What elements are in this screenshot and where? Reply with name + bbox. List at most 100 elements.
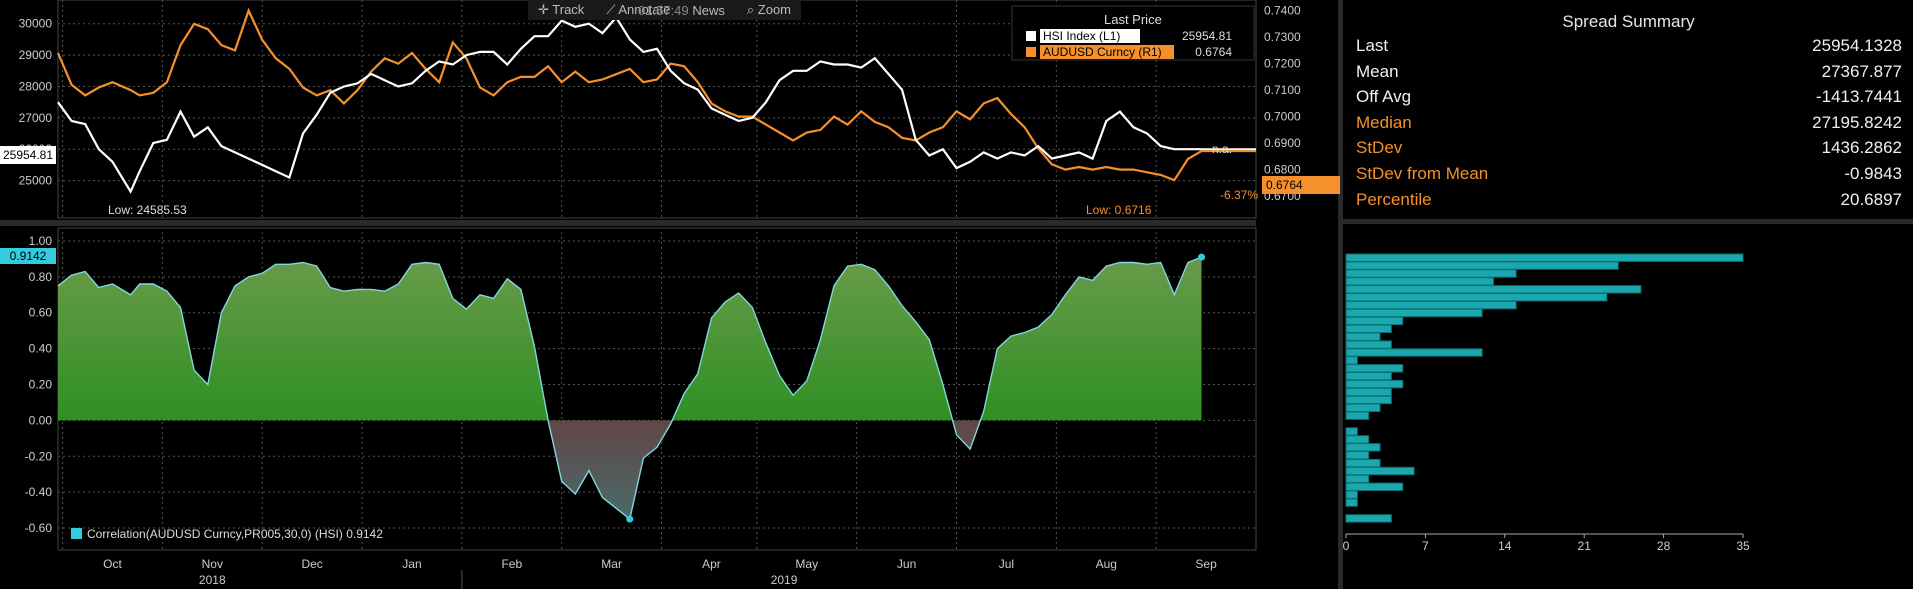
summary-value: 1436.2862 (1821, 138, 1902, 158)
year-label-2019: 2019 (771, 573, 798, 587)
aud-line (56, 7, 1203, 182)
legend-swatch-aud (1026, 47, 1036, 57)
corr-area (57, 253, 1206, 523)
month-label-8: Jun (897, 557, 916, 571)
right-tick-7: 0.7400 (1264, 4, 1301, 18)
hist-bar-33 (1345, 514, 1392, 523)
left-tick-4: 29000 (19, 48, 53, 62)
corr-tick-2: -0.20 (25, 449, 53, 463)
summary-row-median: Median 27195.8242 (1350, 113, 1902, 137)
summary-label: Last (1356, 36, 1389, 55)
summary-value: -0.9843 (1844, 164, 1902, 183)
hist-bar-18 (1345, 395, 1392, 405)
legend-swatch-hsi (1026, 31, 1036, 41)
summary-label: StDev from Mean (1356, 164, 1489, 183)
summary-row-off-avg: Off Avg -1413.7441 (1350, 87, 1902, 111)
hist-bar-27 (1345, 466, 1415, 476)
legend-header: Last Price (1104, 12, 1162, 27)
na-label: n.a. (1212, 142, 1232, 156)
hist-tick-label-1: 7 (1422, 539, 1429, 553)
hist-bar-25 (1345, 451, 1370, 460)
hist-bar-19 (1345, 403, 1381, 413)
month-label-9: Jul (999, 557, 1014, 571)
hist-bar-1 (1345, 261, 1619, 270)
corr-tick-6: 0.60 (29, 306, 53, 320)
summary-label: Off Avg (1356, 87, 1412, 107)
hist-bar-4 (1345, 285, 1642, 294)
news-button[interactable]: News (692, 3, 725, 18)
left-tick-5: 30000 (19, 17, 53, 31)
summary-value: 20.6897 (1840, 189, 1902, 209)
news-label: News (692, 2, 725, 18)
legend-label-bg-hsi (1040, 29, 1140, 43)
summary-label: Median (1356, 112, 1412, 132)
month-label-1: Nov (202, 557, 223, 571)
zoom-button[interactable]: ⌕ Zoom (746, 2, 792, 17)
aud-last-tag-bg (1262, 176, 1340, 194)
right-tick-2: 0.6900 (1264, 136, 1301, 150)
hist-bar-12 (1345, 348, 1483, 357)
clock-label: 01:57:49 (638, 2, 689, 18)
annotate-button[interactable]: ⟋ Annotate (606, 2, 671, 17)
price-lines (56, 7, 1256, 194)
price-panel-frame (57, 0, 1257, 219)
hist-bar-13 (1345, 356, 1358, 365)
left-tick-3: 28000 (19, 79, 53, 93)
hsi-low-label: Low: 24585.53 (108, 203, 187, 217)
hist-bar-20 (1345, 411, 1370, 420)
legend-value-aud: 0.6764 (1195, 45, 1232, 59)
pct-label: -6.37% (1220, 188, 1258, 202)
corr-tick-8: 1.00 (29, 234, 53, 248)
summary-row-stdev: StDev 1436.2862 (1350, 138, 1902, 162)
right-tick-5: 0.7200 (1264, 57, 1301, 71)
summary-divider (1343, 219, 1913, 224)
right-tick-6: 0.7300 (1264, 30, 1301, 44)
year-label-2018: 2018 (199, 573, 226, 587)
hist-tick-label-0: 0 (1343, 539, 1350, 553)
corr-grid (58, 232, 1256, 550)
month-label-2: Dec (301, 557, 322, 571)
summary-label: Mean (1356, 61, 1399, 81)
summary-label: Percentile (1356, 189, 1432, 209)
corr-tick-7: 0.80 (29, 270, 53, 284)
hist-bar-8 (1345, 316, 1404, 326)
legend-label-hsi: HSI Index (L1) (1043, 29, 1120, 43)
left-tick-2: 27000 (19, 111, 53, 125)
corr-tag: 0.9142 (10, 249, 47, 263)
hsi-line (57, 15, 1202, 194)
spread-summary: Spread Summary Last 25954.1328 Mean 27367.8… (1344, 0, 1913, 222)
summary-value: 25954.1328 (1812, 36, 1902, 55)
hist-bar-3 (1345, 277, 1494, 286)
month-label-0: Oct (103, 557, 122, 571)
summary-row-last: Last 25954.1328 (1350, 36, 1902, 60)
month-label-5: Mar (601, 557, 622, 571)
right-tick-4: 0.7100 (1264, 83, 1301, 97)
summary-row-mean: Mean 27367.877 (1350, 62, 1902, 86)
track-label: Track (552, 2, 585, 17)
corr-legend-swatch (71, 528, 82, 539)
aud-last-tag: 0.6764 (1266, 178, 1303, 192)
month-label-10: Aug (1096, 557, 1117, 571)
corr-tag-bg (0, 248, 56, 264)
annotate-label: Annotate (618, 2, 671, 17)
hist-bar-6 (1345, 300, 1517, 310)
panel-splitter[interactable] (0, 220, 1256, 226)
corr-area-positive (58, 257, 1202, 421)
month-label-11: Sep (1195, 557, 1217, 571)
summary-value: -1413.7441 (1815, 87, 1902, 107)
hist-bar-7 (1345, 308, 1483, 318)
summary-value: 27195.8242 (1812, 112, 1902, 132)
track-button[interactable]: ✛ Track (538, 2, 585, 17)
corr-area-negative (58, 420, 1202, 520)
hist-bar-5 (1345, 293, 1608, 302)
month-label-3: Jan (402, 557, 421, 571)
hist-bar-10 (1345, 332, 1381, 341)
corr-tick-1: -0.40 (25, 485, 53, 499)
hist-tick-label-5: 35 (1736, 539, 1750, 553)
month-label-6: Apr (702, 557, 721, 571)
right-divider (1338, 0, 1343, 589)
histogram: 0 7 14 21 28 35 (1343, 253, 1750, 553)
summary-row-stdev-from-mean: StDev from Mean -0.9843 (1350, 164, 1902, 188)
right-tick-1: 0.6800 (1264, 163, 1301, 177)
